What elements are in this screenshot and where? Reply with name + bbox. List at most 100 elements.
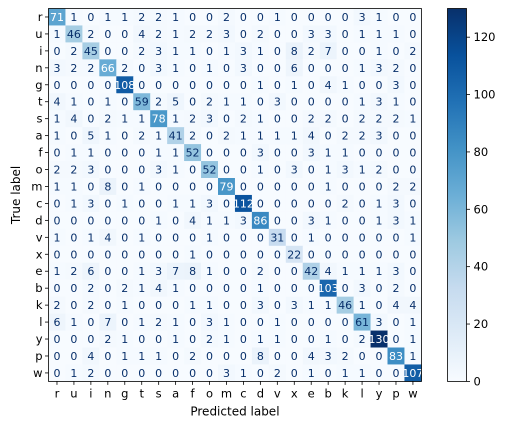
matrix-cell-value: 1 xyxy=(376,11,383,24)
matrix-cell xyxy=(319,347,338,365)
matrix-cell xyxy=(82,110,100,128)
matrix-cell-value: 2 xyxy=(392,113,399,126)
matrix-cell xyxy=(167,211,185,230)
matrix-cell-value: 2 xyxy=(87,62,94,75)
matrix-cell-value: 0 xyxy=(172,350,179,363)
matrix-cell xyxy=(251,110,270,128)
matrix-cell xyxy=(99,93,117,111)
matrix-cell-value: 0 xyxy=(291,282,298,295)
matrix-cell xyxy=(404,364,422,382)
matrix-cell xyxy=(167,296,185,314)
matrix-cell xyxy=(234,93,253,111)
matrix-cell-value: 0 xyxy=(121,45,128,58)
matrix-cell-value: 3 xyxy=(376,316,383,329)
matrix-cell xyxy=(184,364,202,382)
matrix-cell xyxy=(184,211,202,230)
x-tick-label: n xyxy=(104,386,111,400)
matrix-cell xyxy=(319,110,338,128)
matrix-cell xyxy=(65,279,83,298)
matrix-cell xyxy=(285,59,304,77)
matrix-cell xyxy=(353,364,371,382)
matrix-cell-value: 0 xyxy=(257,96,264,109)
matrix-cell-value: 0 xyxy=(53,79,60,92)
matrix-cell-value: 3 xyxy=(376,96,383,109)
x-tick-label: u xyxy=(70,386,77,400)
matrix-cell-value: 2 xyxy=(155,28,162,41)
matrix-cell xyxy=(234,194,253,213)
matrix-cell xyxy=(167,228,185,247)
matrix-cell-value: 4 xyxy=(53,96,60,109)
matrix-cell xyxy=(48,42,66,60)
matrix-cell-value: 0 xyxy=(274,214,281,227)
matrix-cell xyxy=(167,178,185,196)
matrix-cell-value: 0 xyxy=(189,180,196,193)
colorbar-tick-label: 60 xyxy=(474,202,489,216)
matrix-cell xyxy=(251,296,270,314)
matrix-cell xyxy=(268,178,287,196)
matrix-cell-value: 0 xyxy=(308,96,315,109)
matrix-cell xyxy=(116,76,134,94)
matrix-cell-value: 2 xyxy=(87,28,94,41)
matrix-cell-value: 0 xyxy=(155,367,162,380)
matrix-cell-value: 2 xyxy=(189,113,196,126)
matrix-cell-value: 8 xyxy=(189,265,196,278)
matrix-cell xyxy=(218,25,236,43)
matrix-cell xyxy=(404,161,422,179)
matrix-cell-value: 6 xyxy=(87,265,94,278)
matrix-cell-value: 0 xyxy=(223,231,230,244)
matrix-cell-value: 0 xyxy=(121,96,128,109)
matrix-cell xyxy=(133,245,151,264)
matrix-cell xyxy=(82,8,100,26)
matrix-cell-value: 1 xyxy=(359,96,366,109)
matrix-cell-value: 1 xyxy=(240,367,247,380)
y-tick-label: x xyxy=(36,247,43,261)
matrix-cell-value: 0 xyxy=(308,282,315,295)
matrix-cell xyxy=(319,279,338,298)
matrix-cell xyxy=(336,110,354,128)
matrix-cell xyxy=(285,262,304,281)
matrix-cell-value: 1 xyxy=(70,197,77,210)
matrix-cell-value: 0 xyxy=(308,79,315,92)
matrix-cell xyxy=(133,8,151,26)
matrix-cell xyxy=(116,296,134,314)
matrix-cell xyxy=(387,178,405,196)
matrix-cell xyxy=(285,144,304,162)
matrix-cell-value: 2 xyxy=(138,130,145,143)
matrix-cell xyxy=(116,161,134,179)
x-tick-label: s xyxy=(156,386,162,400)
matrix-cell-value: 0 xyxy=(342,333,349,346)
matrix-cell-value: 3 xyxy=(308,28,315,41)
matrix-cell xyxy=(218,279,236,298)
matrix-cell-value: 0 xyxy=(121,164,128,177)
matrix-cell xyxy=(251,25,270,43)
matrix-cell-value: 0 xyxy=(70,282,77,295)
matrix-cell-value: 1 xyxy=(189,197,196,210)
matrix-cell-value: 4 xyxy=(104,231,111,244)
matrix-cell xyxy=(48,76,66,94)
matrix-cell-value: 6 xyxy=(53,316,60,329)
matrix-cell-value: 1 xyxy=(359,367,366,380)
matrix-cell xyxy=(404,330,422,348)
matrix-cell-value: 1 xyxy=(359,265,366,278)
matrix-cell-value: 0 xyxy=(87,333,94,346)
matrix-cell-value: 1 xyxy=(257,333,264,346)
matrix-cell-value: 0 xyxy=(342,11,349,24)
matrix-cell-value: 0 xyxy=(308,11,315,24)
matrix-cell-value: 0 xyxy=(274,164,281,177)
matrix-cell xyxy=(234,211,253,230)
matrix-cell xyxy=(387,93,405,111)
matrix-cell xyxy=(150,330,168,348)
matrix-cell-value: 0 xyxy=(206,45,213,58)
matrix-cell xyxy=(387,42,405,60)
matrix-cell xyxy=(370,25,388,43)
matrix-cell-value: 2 xyxy=(308,113,315,126)
matrix-cell xyxy=(251,178,270,196)
matrix-cell-value: 0 xyxy=(274,197,281,210)
matrix-cell-value: 0 xyxy=(257,231,264,244)
y-tick-label: n xyxy=(35,61,42,75)
matrix-cell xyxy=(201,347,219,365)
matrix-cell-value: 0 xyxy=(291,113,298,126)
matrix-cell xyxy=(353,93,371,111)
matrix-cell xyxy=(201,8,219,26)
